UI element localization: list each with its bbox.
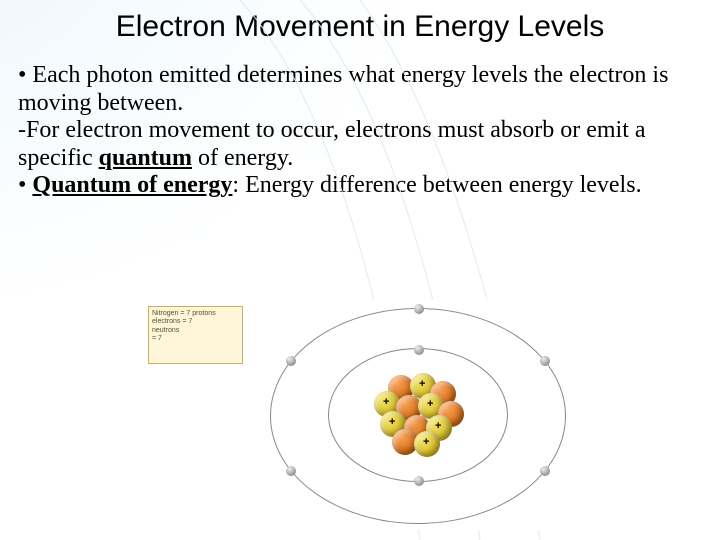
electron — [286, 356, 296, 366]
slide-title: Electron Movement in Energy Levels — [0, 0, 720, 44]
bullet-2-marker: - — [18, 117, 26, 143]
legend-line-2: electrons = 7 — [152, 318, 239, 326]
atom-model: + + + + + + — [258, 290, 578, 540]
bullet-1-text: Each photon emitted determines what ener… — [18, 62, 668, 116]
electron — [540, 466, 550, 476]
proton: + — [414, 431, 440, 457]
quantum-word: quantum — [99, 145, 192, 171]
body-text: • Each photon emitted determines what en… — [0, 44, 720, 200]
electron — [540, 356, 550, 366]
nucleus: + + + + + + — [378, 375, 458, 455]
bullet-3-marker: • — [18, 172, 32, 198]
bullet-3-rest: : Energy difference between energy level… — [232, 172, 641, 198]
electron — [414, 476, 424, 486]
bullet-2-text-b: of energy. — [192, 145, 293, 171]
legend-line-3: neutrons — [152, 327, 239, 335]
electron — [286, 466, 296, 476]
electron — [414, 345, 424, 355]
atom-diagram: Nitrogen = 7 protons electrons = 7 neutr… — [140, 300, 600, 530]
legend-line-4: = 7 — [152, 335, 239, 343]
electron — [414, 304, 424, 314]
bullet-1-marker: • — [18, 62, 32, 88]
diagram-legend: Nitrogen = 7 protons electrons = 7 neutr… — [148, 306, 243, 364]
quantum-energy-term: Quantum of energy — [32, 172, 232, 198]
legend-line-1: Nitrogen = 7 protons — [152, 310, 239, 318]
